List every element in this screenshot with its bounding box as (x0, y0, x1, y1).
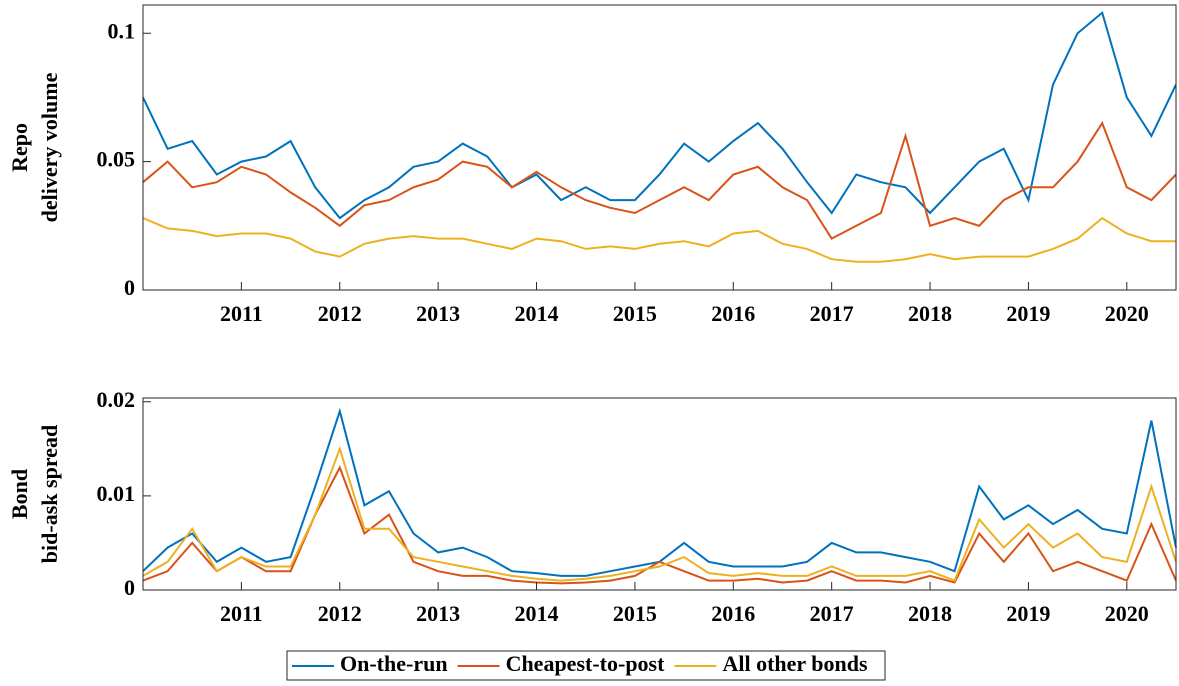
series-line (142, 10, 1177, 220)
x-tick-label: 2019 (1006, 301, 1050, 326)
y-tick-label: 0.01 (97, 481, 136, 506)
x-tick-label: 2014 (515, 301, 559, 326)
legend-label: All other bonds (722, 651, 868, 676)
plot-frame (142, 4, 1177, 291)
x-tick-label: 2016 (711, 601, 755, 626)
x-tick-label: 2019 (1006, 601, 1050, 626)
legend-label: Cheapest-to-post (506, 651, 666, 676)
y-axis-label: delivery volume (37, 72, 62, 222)
y-tick-label: 0 (124, 275, 135, 300)
y-tick-label: 0 (124, 575, 135, 600)
x-tick-label: 2011 (220, 301, 263, 326)
x-tick-label: 2017 (810, 301, 854, 326)
x-tick-label: 2013 (416, 301, 460, 326)
x-tick-label: 2020 (1105, 601, 1149, 626)
x-tick-label: 2015 (613, 301, 657, 326)
y-axis-label: Bond (7, 469, 32, 519)
plot-frame (142, 397, 1177, 591)
x-tick-label: 2015 (613, 601, 657, 626)
legend-label: On-the-run (340, 651, 448, 676)
x-tick-label: 2018 (908, 301, 952, 326)
x-tick-label: 2016 (711, 301, 755, 326)
x-tick-label: 2011 (220, 601, 263, 626)
x-tick-label: 2014 (515, 601, 559, 626)
x-tick-label: 2018 (908, 601, 952, 626)
x-tick-label: 2012 (318, 301, 362, 326)
series-line (142, 216, 1176, 263)
y-tick-label: 0.02 (97, 387, 136, 412)
y-axis-label: bid-ask spread (37, 425, 62, 563)
x-tick-label: 2017 (810, 601, 854, 626)
y-tick-label: 0.05 (97, 147, 136, 172)
x-tick-label: 2013 (416, 601, 460, 626)
legend-box (286, 650, 886, 681)
y-tick-label: 0.1 (108, 18, 136, 43)
series-line (142, 445, 1177, 582)
y-axis-label: Repo (7, 123, 32, 172)
series-line (142, 120, 1177, 240)
x-tick-label: 2020 (1105, 301, 1149, 326)
x-tick-label: 2012 (318, 601, 362, 626)
